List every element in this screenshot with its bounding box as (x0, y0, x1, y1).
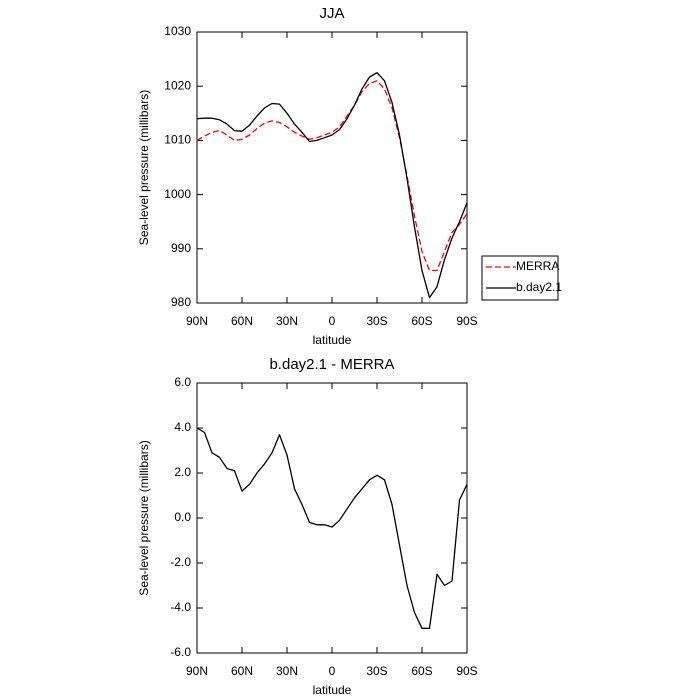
x-tick-label: 90N (186, 314, 208, 328)
y-tick-label: -4.0 (170, 600, 191, 614)
x-axis-label: latitude (313, 683, 352, 697)
y-tick-label: 6.0 (174, 375, 191, 389)
x-tick-label: 60S (411, 664, 432, 678)
x-tick-label: 30N (276, 664, 298, 678)
x-tick-label: 0 (329, 664, 336, 678)
plot-frame (196, 31, 468, 304)
y-tick-label: -2.0 (170, 555, 191, 569)
legend-label: b.day2.1 (516, 280, 562, 294)
y-tick-label: 990 (171, 241, 191, 255)
y-tick-label: 1030 (164, 24, 191, 38)
y-tick-label: 1010 (164, 133, 191, 147)
legend-label: MERRA (516, 259, 559, 273)
chart-title: b.day2.1 - MERRA (269, 356, 394, 373)
x-tick-label: 90S (456, 314, 477, 328)
x-tick-label: 30S (366, 664, 387, 678)
chart-title: JJA (319, 5, 344, 22)
y-tick-label: 0.0 (174, 510, 191, 524)
y-tick-label: -6.0 (170, 645, 191, 659)
x-tick-label: 60S (411, 314, 432, 328)
x-axis-label: latitude (313, 333, 352, 347)
data-line (196, 80, 468, 272)
y-tick-label: 4.0 (174, 420, 191, 434)
plot-frame (196, 382, 468, 654)
y-tick-label: 1020 (164, 78, 191, 92)
x-tick-label: 90N (186, 664, 208, 678)
x-tick-label: 90S (456, 664, 477, 678)
y-axis-label: Sea-level pressure (millibars) (137, 440, 151, 595)
x-tick-label: 0 (329, 314, 336, 328)
legend-box (481, 255, 559, 301)
data-line (196, 72, 468, 299)
x-tick-label: 30S (366, 314, 387, 328)
x-tick-label: 60N (231, 664, 253, 678)
x-tick-label: 30N (276, 314, 298, 328)
data-line (196, 427, 468, 629)
y-axis-label: Sea-level pressure (millibars) (137, 90, 151, 245)
y-tick-label: 1000 (164, 187, 191, 201)
x-tick-label: 60N (231, 314, 253, 328)
y-tick-label: 2.0 (174, 465, 191, 479)
y-tick-label: 980 (171, 295, 191, 309)
